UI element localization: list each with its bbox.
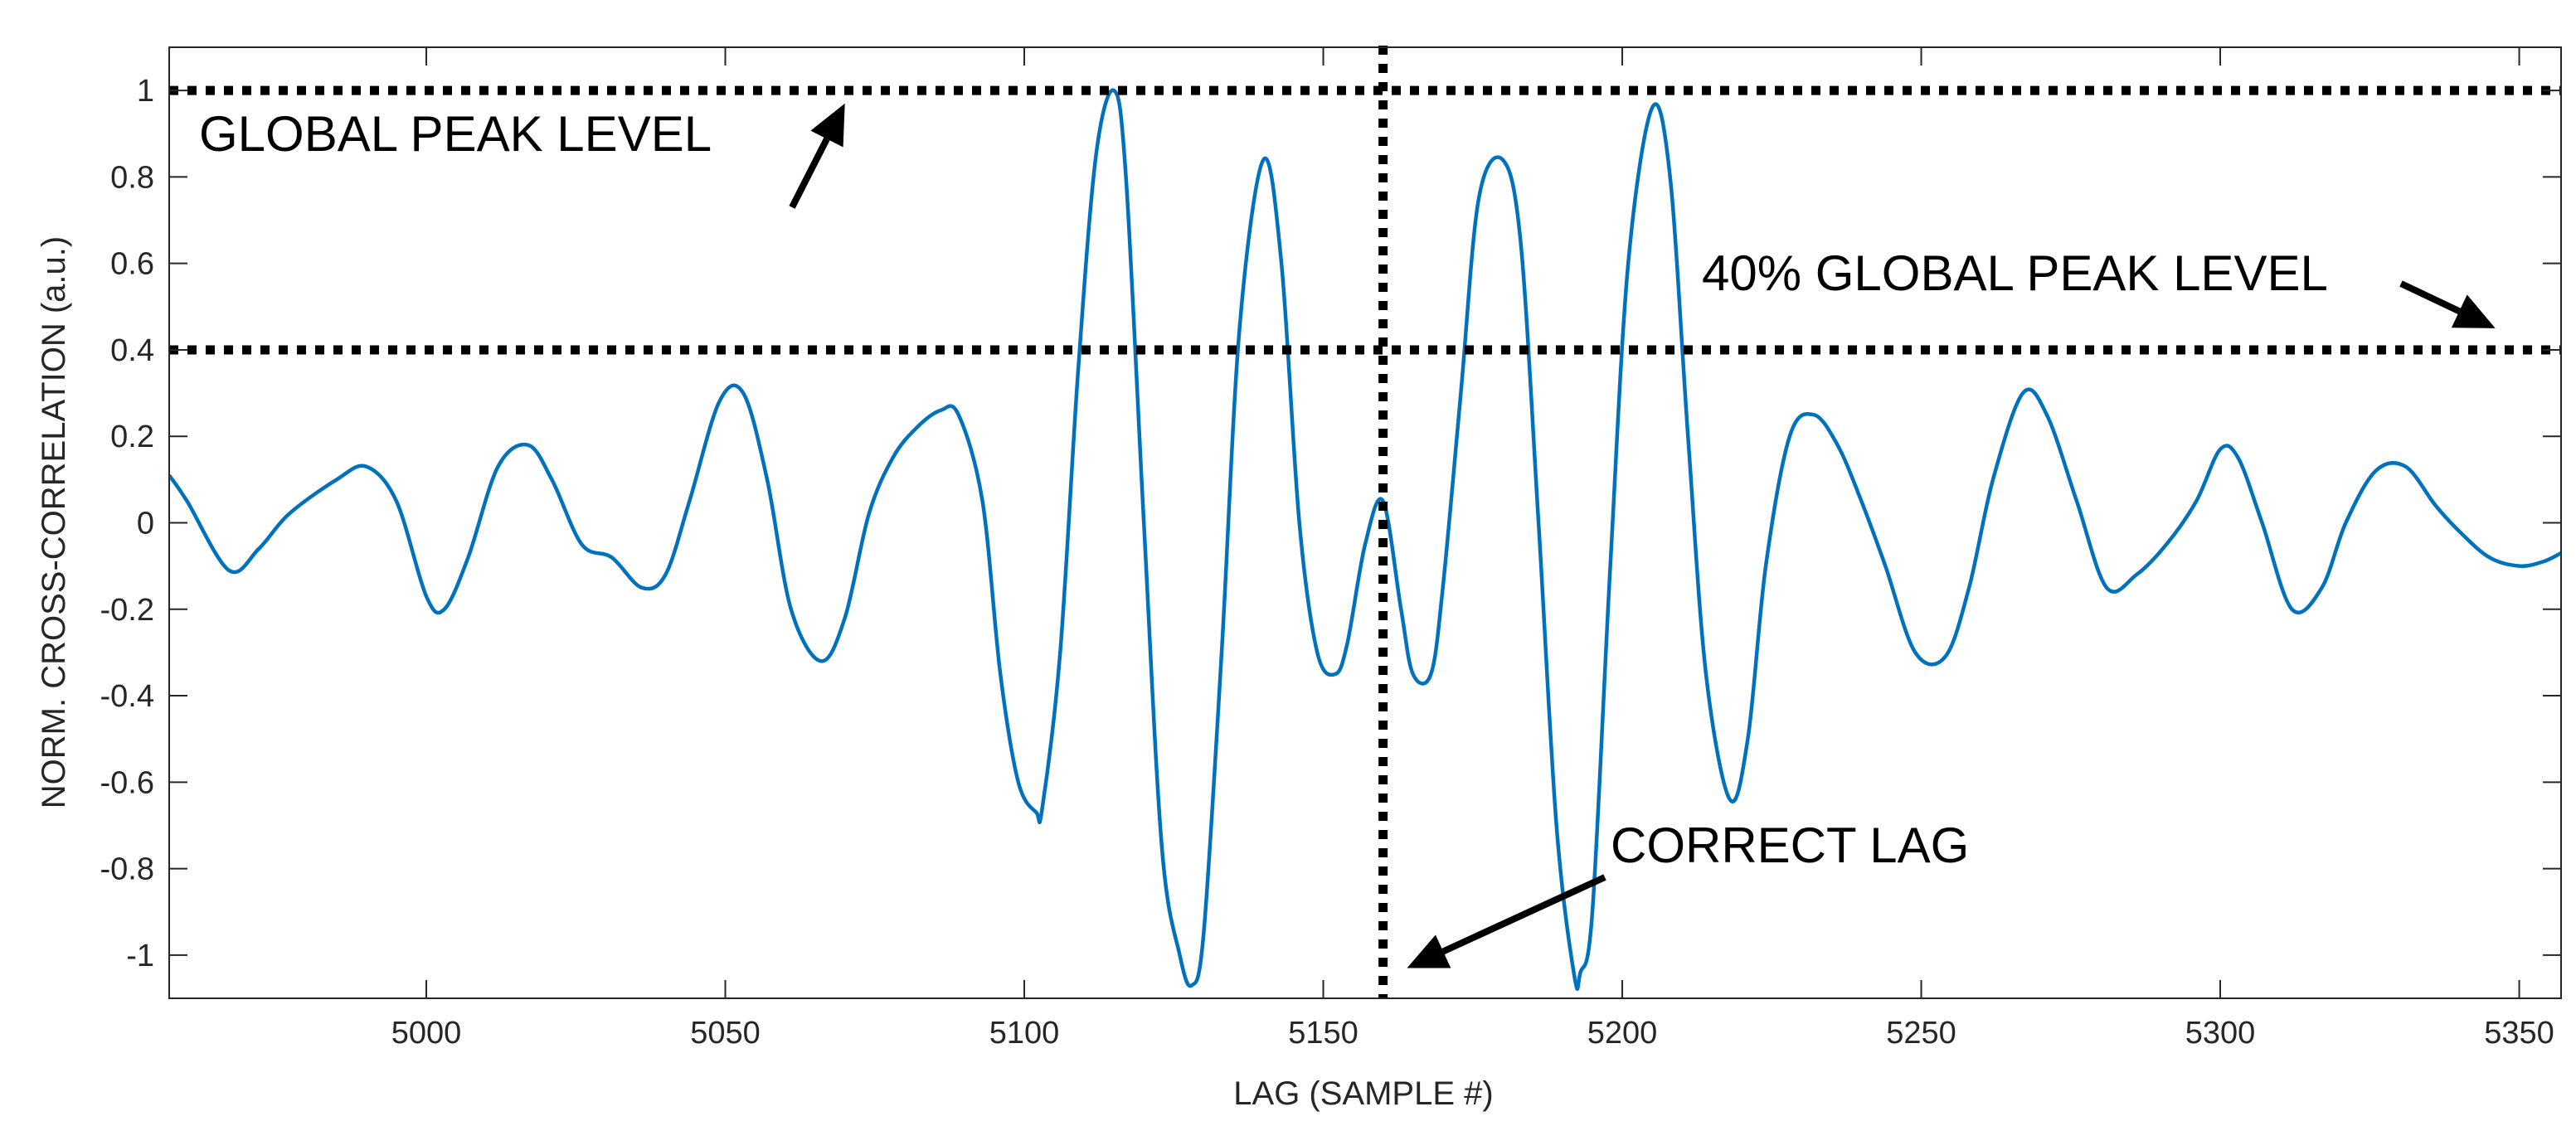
x-tick-label: 5150 [1288, 1016, 1358, 1051]
x-tick-label: 5250 [1886, 1016, 1956, 1051]
x-tick-label: 5100 [989, 1016, 1060, 1051]
y-tick-label: -0.6 [100, 765, 154, 800]
annotation-arrow-shaft-2 [2399, 280, 2462, 314]
y-axis-title: NORM. CROSS-CORRELATION (a.u.) [36, 236, 72, 808]
x-tick-label: 5050 [690, 1016, 761, 1051]
y-tick-label: -0.2 [100, 593, 154, 628]
series-line-1 [169, 88, 2561, 991]
annotation-arrow-shaft-1 [789, 137, 830, 209]
annotation-arrow-head-3 [1407, 934, 1451, 968]
x-tick-label: 5200 [1587, 1016, 1658, 1051]
y-tick-label: 0.2 [110, 420, 154, 454]
y-tick-label: 0 [137, 507, 154, 541]
annotation-arrow-shaft-3 [1441, 874, 1606, 955]
annotation-arrow-head-1 [810, 103, 845, 148]
x-tick-label: 5300 [2185, 1016, 2256, 1051]
y-tick-label: -0.8 [100, 852, 154, 887]
annotation-arrow-head-2 [2451, 294, 2496, 328]
y-tick-label: -0.4 [100, 679, 154, 714]
annotation-text-3: CORRECT LAG [1611, 818, 1969, 873]
y-tick-label: 1 [137, 74, 154, 109]
x-tick-label: 5350 [2484, 1016, 2554, 1051]
annotation-text-1: GLOBAL PEAK LEVEL [199, 106, 712, 162]
x-tick-label: 5000 [391, 1016, 462, 1051]
y-tick-label: 0.4 [110, 333, 154, 368]
y-tick-label: 0.8 [110, 160, 154, 195]
y-tick-label: 0.6 [110, 247, 154, 282]
y-tick-label: -1 [126, 939, 154, 973]
annotation-text-2: 40% GLOBAL PEAK LEVEL [1702, 245, 2328, 301]
x-axis-title: LAG (SAMPLE #) [1233, 1075, 1493, 1112]
